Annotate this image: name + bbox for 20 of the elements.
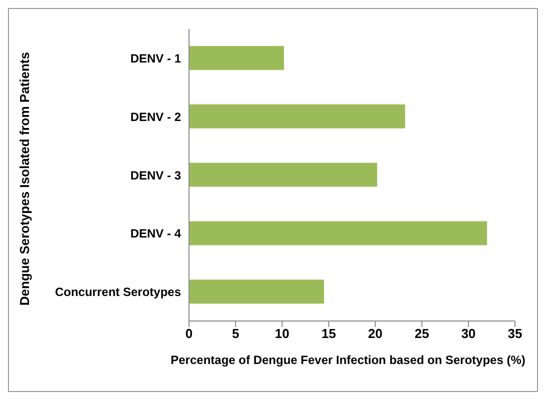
y-tick-label: Concurrent Serotypes xyxy=(54,285,182,300)
y-tick-label: DENV - 2 xyxy=(130,110,182,124)
bar xyxy=(189,221,488,246)
x-tick-label: 10 xyxy=(274,326,290,342)
y-tick-label: DENV - 3 xyxy=(130,168,182,182)
x-tick-label: 0 xyxy=(185,326,193,342)
bar xyxy=(189,104,406,128)
x-axis-title: Percentage of Dengue Fever Infection based on Serotypes (%) xyxy=(170,353,526,367)
x-tick-label: 30 xyxy=(461,326,476,342)
bar xyxy=(189,46,284,70)
bar xyxy=(189,280,324,304)
y-tick-label: DENV - 4 xyxy=(130,226,182,241)
x-tick-label: 20 xyxy=(368,326,383,342)
x-tick-label: 5 xyxy=(232,326,240,342)
y-axis-title: Dengue Serotypes Isolated from Patients xyxy=(17,52,32,306)
y-tick-label: DENV - 1 xyxy=(130,51,182,66)
x-tick-label: 35 xyxy=(508,326,522,342)
bar xyxy=(189,162,378,187)
x-tick-label: 15 xyxy=(321,326,336,342)
x-tick-label: 25 xyxy=(414,326,430,342)
